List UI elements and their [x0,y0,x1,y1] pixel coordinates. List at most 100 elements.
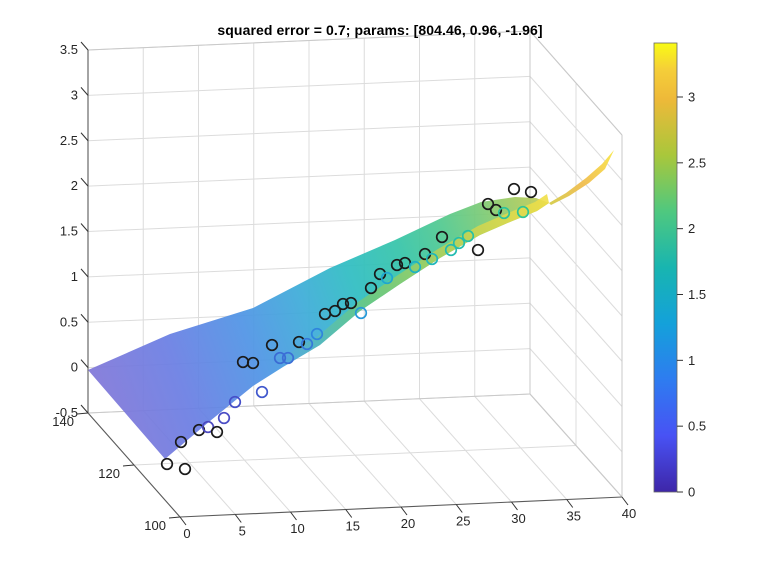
colorbar-tick-label: 0.5 [688,419,706,434]
x-tick-mark [290,511,297,521]
colorbar-tick-label: 2 [688,221,695,236]
scatter-point [354,306,368,320]
scatter-point [497,206,511,220]
scatter-point [408,260,422,274]
scatter-point [524,185,538,199]
y-tick-mark [76,412,89,415]
scatter-point [425,252,439,266]
scatter-point [489,203,503,217]
x-tick-mark [345,509,353,518]
scatter-point [444,243,458,257]
surface-patch [88,197,549,459]
scatter-point [246,356,260,370]
x-tick-label: 5 [239,524,246,539]
y-tick-label: 100 [144,518,166,533]
x-tick-label: 30 [511,511,525,526]
z-tick-label: 0.5 [60,314,78,329]
z-tick-label: 3 [71,87,78,102]
x-tick-label: 35 [567,509,581,524]
z-tick-mark [80,404,89,414]
scatter-point [516,205,530,219]
scatter-point [160,457,174,471]
scatter-point [507,182,521,196]
z-tick-label: 3.5 [60,42,78,57]
z-tick-mark [80,177,89,187]
x-tick-mark [566,499,574,508]
scatter-point [178,462,192,476]
grid-line-z-backwall [87,166,531,187]
scatter-point [435,230,449,244]
scatter-point [461,229,475,243]
scatter-point [398,256,412,270]
scatter-point [380,271,394,285]
y-tick-label: 120 [98,466,120,481]
surface-tip-curl [549,150,614,205]
scatter-point [344,296,358,310]
x-tick-mark [455,504,463,513]
z-tick-mark [80,359,89,368]
z-tick-mark [80,268,89,278]
scatter-point [336,297,350,311]
grid-line-y-floor [133,445,577,466]
box-edge [529,393,623,498]
scatter-point [481,197,495,211]
scatter-point [292,335,306,349]
scatter-point [300,337,314,351]
x-tick-mark [400,506,408,516]
scatter-point [364,281,378,295]
scatter-point [265,338,279,352]
scatter-point [328,304,342,318]
colorbar-tick-label: 1 [688,353,695,368]
x-tick-label: 20 [401,516,415,531]
box-edge [87,30,531,51]
scatter-point [310,327,324,341]
z-tick-mark [80,41,89,51]
scatter-point [217,411,231,425]
scatter-point [452,236,466,250]
z-tick-mark [80,87,89,96]
y-tick-mark [122,464,135,467]
scatter-point [373,267,387,281]
chart-title: squared error = 0.7; params: [804.46, 0.… [217,22,543,38]
grid-line-z-backwall [87,121,531,142]
y-tick-mark [168,516,181,519]
colorbar-tick-label: 3 [688,89,695,104]
x-tick-label: 25 [456,514,470,529]
colorbar-tick-label: 1.5 [688,287,706,302]
z-tick-label: 2.5 [60,133,78,148]
z-tick-mark [80,313,89,323]
scatter-point [273,351,287,365]
scatter-point [210,425,224,439]
colorbar-tick-label: 0 [688,485,695,500]
scatter-point [201,420,215,434]
z-tick-label: 1 [71,269,78,284]
x-tick-label: 40 [622,506,636,521]
x-tick-mark [621,496,629,506]
scatter-point [255,385,269,399]
x-tick-label: 0 [183,526,190,541]
x-tick-mark [234,514,242,523]
scatter-point [390,258,404,272]
x-tick-label: 10 [290,521,304,536]
z-tick-label: 1.5 [60,224,78,239]
z-tick-label: 2 [71,178,78,193]
grid-line-z-backwall [87,257,531,278]
grid-line-z-backwall [87,75,531,96]
z-tick-mark [80,223,89,232]
x-tick-label: 15 [346,519,360,534]
scatter-point [281,351,295,365]
z-tick-label: -0.5 [56,405,78,420]
scatter-point [471,243,485,257]
colorbar [653,42,678,493]
x-tick-mark [179,516,187,526]
z-tick-mark [80,132,89,142]
y-tick-label: 140 [52,414,74,429]
x-tick-mark [511,501,518,511]
scatter-point [174,435,188,449]
colorbar-tick-label: 2.5 [688,155,706,170]
box-edge [529,30,623,136]
scatter-point [228,395,242,409]
z-tick-label: 0 [71,360,78,375]
